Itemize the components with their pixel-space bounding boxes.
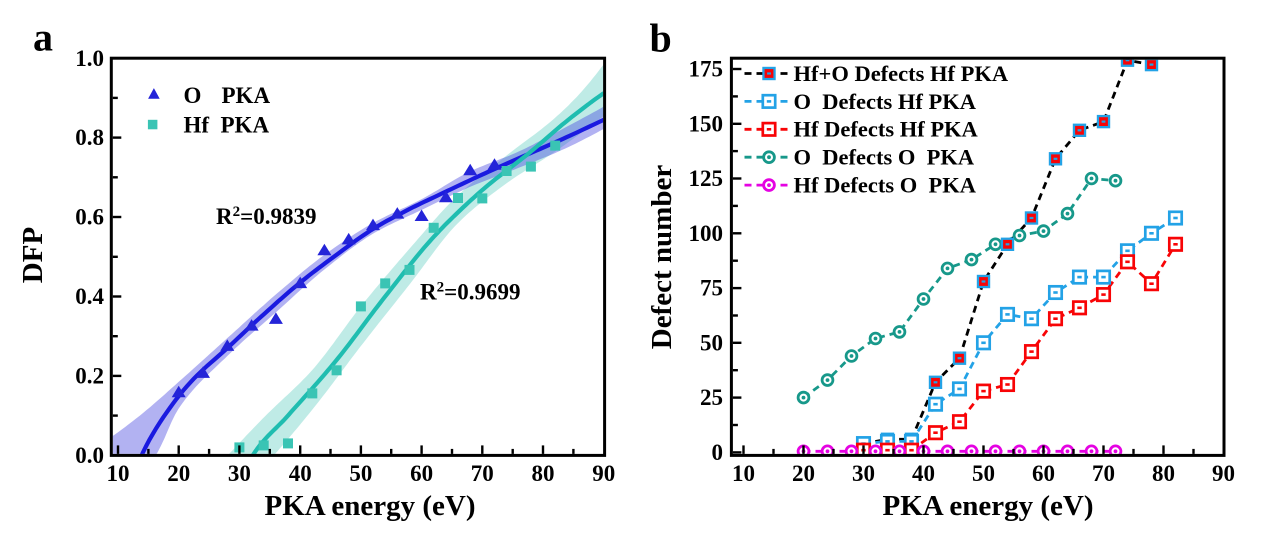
svg-text:PKA: PKA xyxy=(221,112,270,137)
svg-text:1.0: 1.0 xyxy=(75,46,104,71)
svg-text:DFP: DFP xyxy=(17,227,49,283)
svg-text:20: 20 xyxy=(167,461,190,486)
svg-text:O: O xyxy=(184,83,202,108)
svg-text:Hf Defects O PKA: Hf Defects O PKA xyxy=(794,173,977,198)
svg-text:70: 70 xyxy=(471,461,494,486)
svg-text:60: 60 xyxy=(1032,461,1055,486)
svg-text:25: 25 xyxy=(700,385,723,410)
svg-text:50: 50 xyxy=(972,461,995,486)
svg-text:50: 50 xyxy=(700,330,723,355)
svg-text:70: 70 xyxy=(1092,461,1115,486)
svg-text:PKA energy (eV): PKA energy (eV) xyxy=(883,490,1094,522)
svg-text:Hf Defects Hf PKA: Hf Defects Hf PKA xyxy=(794,117,979,142)
svg-text:30: 30 xyxy=(852,461,875,486)
svg-text:10: 10 xyxy=(732,461,755,486)
svg-text:60: 60 xyxy=(410,461,433,486)
svg-text:175: 175 xyxy=(689,57,724,82)
svg-text:90: 90 xyxy=(592,461,615,486)
svg-text:50: 50 xyxy=(349,461,372,486)
svg-text:125: 125 xyxy=(689,166,724,191)
svg-text:0.8: 0.8 xyxy=(75,125,104,150)
svg-text:PKA: PKA xyxy=(222,83,271,108)
svg-text:150: 150 xyxy=(689,111,724,136)
svg-text:R2=0.9839: R2=0.9839 xyxy=(216,204,316,229)
svg-text:0.6: 0.6 xyxy=(75,205,104,230)
svg-text:80: 80 xyxy=(532,461,555,486)
svg-text:b: b xyxy=(650,15,672,60)
svg-text:0: 0 xyxy=(712,440,724,465)
svg-text:10: 10 xyxy=(107,461,130,486)
svg-text:0.2: 0.2 xyxy=(75,364,104,389)
svg-text:40: 40 xyxy=(912,461,935,486)
svg-text:Defect number: Defect number xyxy=(646,165,678,350)
svg-text:a: a xyxy=(33,15,53,60)
svg-text:0.0: 0.0 xyxy=(75,443,104,468)
svg-text:20: 20 xyxy=(792,461,815,486)
svg-text:O Defects O PKA: O Defects O PKA xyxy=(794,145,975,170)
svg-text:PKA energy (eV): PKA energy (eV) xyxy=(265,490,476,522)
svg-text:75: 75 xyxy=(700,276,723,301)
svg-text:90: 90 xyxy=(1212,461,1235,486)
svg-text:Hf: Hf xyxy=(184,112,210,137)
svg-text:30: 30 xyxy=(228,461,251,486)
svg-text:R2=0.9699: R2=0.9699 xyxy=(420,280,520,305)
svg-text:40: 40 xyxy=(289,461,312,486)
svg-text:Hf+O Defects Hf PKA: Hf+O Defects Hf PKA xyxy=(794,61,1009,86)
svg-text:0.4: 0.4 xyxy=(75,284,104,309)
svg-text:100: 100 xyxy=(689,221,724,246)
svg-text:O Defects Hf PKA: O Defects Hf PKA xyxy=(794,89,977,114)
svg-text:80: 80 xyxy=(1152,461,1175,486)
